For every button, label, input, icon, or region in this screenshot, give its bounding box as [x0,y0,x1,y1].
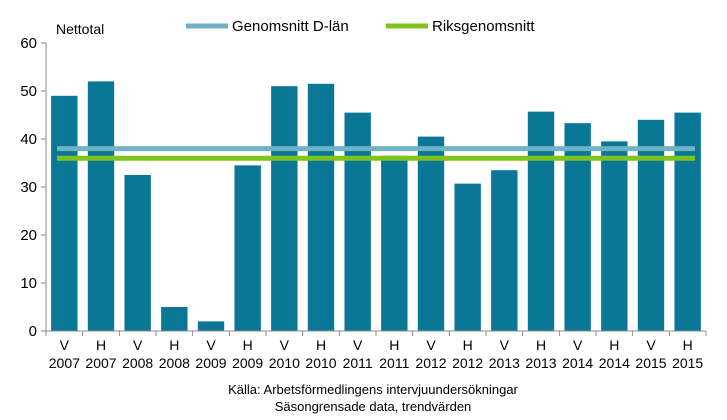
bar [51,95,78,331]
bar [197,321,225,331]
y-tick-label: 10 [20,275,37,292]
x-tick-label-season: H [683,337,693,353]
x-axis: V 2007 H 2007 V 2008 H 2008 V 2009 H 2009 V 2010 H 2010… [45,330,707,371]
x-tick-label-season: H [169,337,179,353]
x-tick-label-year: 2013 [525,355,556,371]
x-tick-label-year: 2014 [562,355,593,371]
legend-label-riksgenomsnitt: Riksgenomsnitt [432,18,535,35]
source-line-1: Källa: Arbetsförmedlingens intervjuunder… [228,382,518,397]
x-tick-label-season: H [389,337,399,353]
x-tick-label-year: 2012 [415,355,446,371]
x-tick-label-season: V [573,337,583,353]
x-tick-label-season: H [316,337,326,353]
x-tick-label-year: 2012 [452,355,483,371]
x-tick-label-year: 2009 [232,355,263,371]
bar [344,112,371,331]
x-tick-label-season: V [60,337,70,353]
x-tick-label-year: 2015 [672,355,703,371]
x-tick-label-season: V [206,337,216,353]
x-tick-label-season: H [96,337,106,353]
x-tick-label-season: H [536,337,546,353]
y-axis-label: Nettotal [56,21,104,37]
x-tick-label-season: V [500,337,510,353]
x-tick-label-year: 2009 [195,355,226,371]
bar [124,175,151,331]
x-tick-label-year: 2007 [49,355,80,371]
bar [527,111,555,331]
bar [601,141,628,331]
bar [307,83,335,331]
x-tick-label-year: 2010 [269,355,300,371]
bars [51,81,701,332]
y-tick-label: 30 [20,179,37,196]
x-tick-label-year: 2008 [122,355,153,371]
x-tick-label-year: 2013 [489,355,520,371]
y-tick-label: 50 [20,83,37,100]
y-tick-label: 20 [20,227,37,244]
x-tick-label-season: H [463,337,473,353]
x-tick-label-year: 2014 [599,355,630,371]
x-tick-label-year: 2011 [343,355,373,371]
x-tick-label-season: H [243,337,253,353]
x-tick-label-year: 2007 [85,355,116,371]
x-tick-label-season: H [609,337,619,353]
bar [417,136,445,331]
x-tick-label-season: V [426,337,436,353]
x-tick-label-year: 2010 [305,355,336,371]
x-tick-label-season: V [280,337,290,353]
bar [381,155,408,331]
y-tick-label: 0 [29,323,37,340]
legend: Genomsnitt D-län Riksgenomsnitt [186,18,535,35]
x-tick-label-season: V [646,337,656,353]
bar [87,81,115,332]
bar [161,307,188,331]
y-tick-label: 60 [20,35,37,52]
x-tick-label-year: 2008 [159,355,190,371]
legend-label-genomsnitt: Genomsnitt D-län [232,18,349,35]
bar [674,112,701,331]
bar [271,86,298,331]
source-line-2: Säsongrensade data, trendvärden [275,399,472,414]
bar [637,119,665,331]
x-tick-label-season: V [353,337,363,353]
x-tick-label-year: 2015 [635,355,666,371]
x-tick-label-season: V [133,337,143,353]
bar [454,183,481,331]
bar [491,170,518,331]
x-tick-label-year: 2011 [379,355,409,371]
reference-lines [57,146,695,161]
y-tick-label: 40 [20,131,37,148]
bar [564,123,591,331]
y-axis: 0 10 20 30 40 50 60 [20,35,47,340]
bar [234,165,261,331]
